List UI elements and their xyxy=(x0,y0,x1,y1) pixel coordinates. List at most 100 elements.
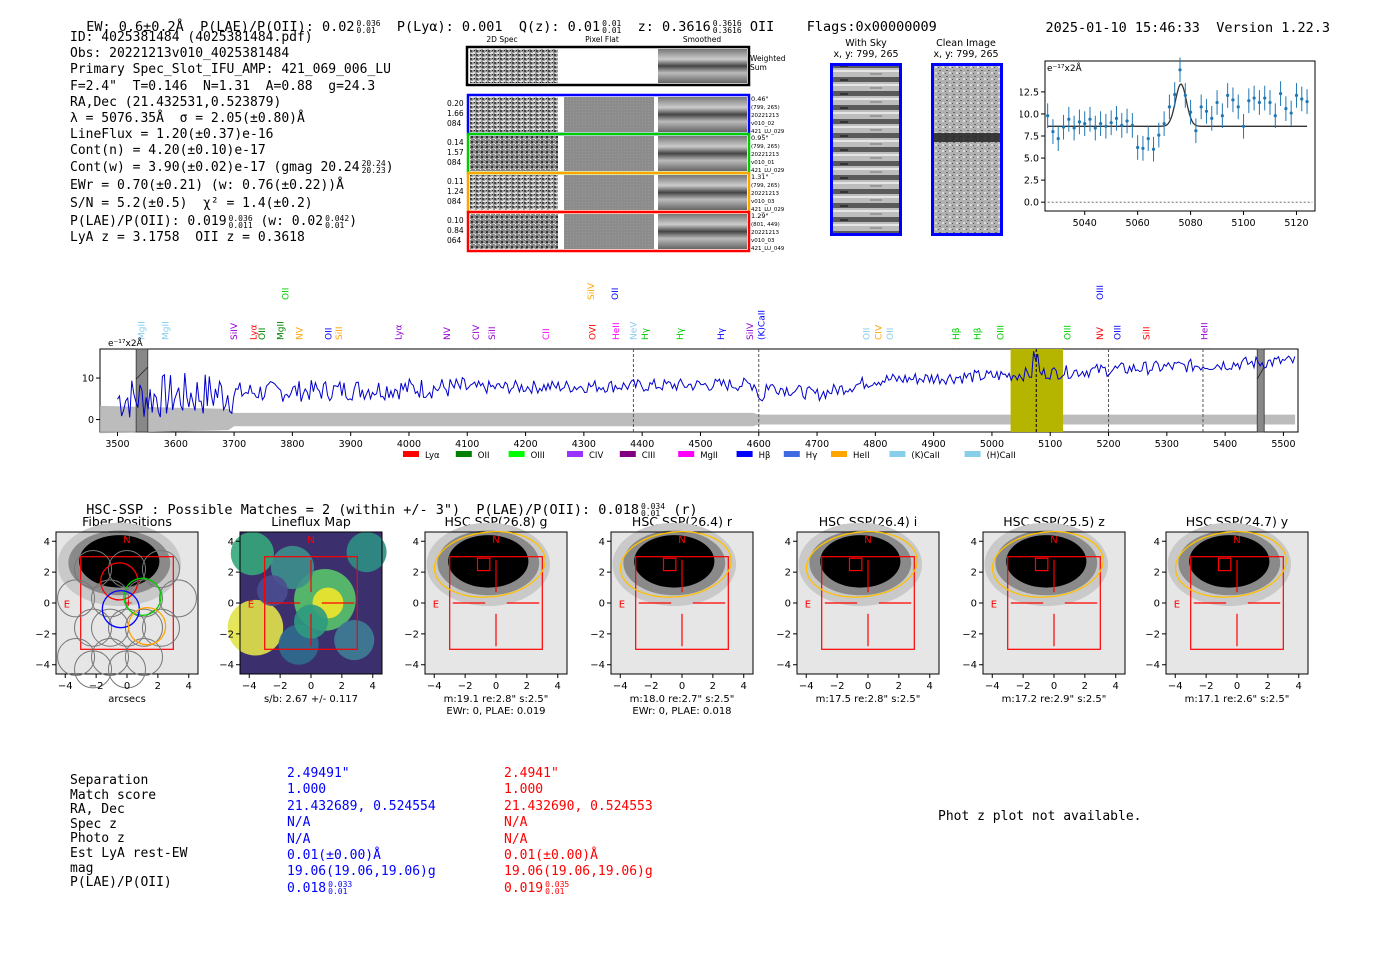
row-left-label: 1.57 xyxy=(447,148,464,157)
match-ellipse xyxy=(991,531,1104,598)
panel-ytick-label: −4 xyxy=(35,660,50,671)
line-label-text: Hγ xyxy=(717,327,727,340)
row-left-label: 084 xyxy=(447,119,462,128)
north-label: N xyxy=(678,535,685,546)
plae-w-lo: 0.01 xyxy=(325,220,345,230)
panel-xtick-label: −4 xyxy=(242,681,257,692)
fiber-circle xyxy=(158,579,197,618)
fiber-circle xyxy=(57,579,96,618)
spectrum-xtick-label: 4300 xyxy=(572,439,596,450)
galaxy-core xyxy=(1189,535,1270,588)
line-label-text: OIII xyxy=(997,325,1007,340)
match-value: 2.49491" xyxy=(287,766,507,782)
row-right-label: (801, 449) xyxy=(751,222,780,228)
weighted-sum-label: Weighted xyxy=(750,54,786,63)
with-sky-panel: With Sky x, y: 799, 265 xyxy=(820,38,912,60)
line-label-text: CIV xyxy=(472,324,482,340)
match-value-text: 19.06(19.06,19.06)g xyxy=(504,864,653,880)
galaxy-core xyxy=(820,535,901,588)
aperture-box xyxy=(264,556,358,650)
match-value: 0.01(±0.00)Å xyxy=(504,848,724,864)
zoom-spectrum-chart: e⁻¹⁷x2Å 0.0 2.5 5.0 7.5 10.0 12.5 5040 5060 5080 5… xyxy=(1020,57,1316,229)
fiber-circle xyxy=(74,550,113,589)
legend-label: Lyα xyxy=(425,451,440,461)
match-value: 19.06(19.06,19.06)g xyxy=(504,864,724,880)
galaxy-core xyxy=(448,535,529,588)
match-value: 21.432689, 0.524554 xyxy=(287,799,507,815)
match-value-text: N/A xyxy=(287,815,311,831)
east-label: E xyxy=(619,600,625,611)
match-value-text: 21.432690, 0.524553 xyxy=(504,798,653,814)
aperture-box xyxy=(1007,556,1101,650)
header-qz-lo: 0.01 xyxy=(602,26,622,35)
header-flags: Flags:0x00000009 xyxy=(806,19,937,35)
with-sky-title: With Sky xyxy=(845,38,887,49)
galaxy-core xyxy=(1006,535,1087,588)
panel-ytick-label: 0 xyxy=(971,599,977,610)
line-label-OII: OII xyxy=(611,288,621,300)
fiber-circle xyxy=(107,608,147,647)
header-plae: P(LAE)/P(OII): 0.02 xyxy=(200,19,355,35)
panel-ytick-label: −2 xyxy=(1145,629,1160,640)
zoom-data-point xyxy=(1098,122,1103,126)
zoom-data-point xyxy=(1093,126,1097,130)
match-col2: 2.4941" 1.000 21.432690, 0.524553 N/A N/A 0.0… xyxy=(504,766,724,897)
row-right-label: v010_03 xyxy=(751,199,775,205)
lineflux-blob xyxy=(227,599,284,656)
match-marker xyxy=(476,557,491,572)
panel-ytick-label: 4 xyxy=(1154,537,1160,548)
zoom-data-point xyxy=(1183,93,1187,98)
zoom-data-point xyxy=(1157,133,1161,137)
line-label-OIII: OIII xyxy=(1096,285,1106,300)
zoom-data-point xyxy=(1284,107,1288,111)
row-right-label: v010_02 xyxy=(751,121,775,127)
row-right-label: 20221213 xyxy=(751,152,779,158)
spectrum-xtick-label: 5500 xyxy=(1271,439,1295,450)
spectrum-xtick-label: 5000 xyxy=(980,439,1004,450)
row-right-label: 1.29" xyxy=(751,212,768,220)
plae-lo: 0.011 xyxy=(228,220,253,230)
spectrum-xtick-label: 4800 xyxy=(863,439,887,450)
spectrum-xtick-label: 5300 xyxy=(1155,439,1179,450)
image-panel-1: Lineflux Map N E −4 −4 −2 −2 0 0 2 2 4 4 s/b: 2.67 +/… xyxy=(219,514,387,705)
hsc-summary-hi: 0.034 xyxy=(640,502,666,511)
info-line-7: Cont(n) = 4.20(±0.10)e-17 xyxy=(70,143,266,159)
panel-ytick-label: −4 xyxy=(590,660,605,671)
row-right-label: 20221213 xyxy=(751,113,779,119)
zoom-data-point xyxy=(1241,124,1246,128)
panel-ytick-label: −2 xyxy=(962,629,977,640)
panel-xtick-label: 2 xyxy=(524,681,530,692)
row-left-label: 0.20 xyxy=(447,99,464,108)
zoom-data-point xyxy=(1114,116,1119,120)
zoom-data-point xyxy=(1215,100,1219,105)
aperture-box xyxy=(1190,556,1284,650)
info-line-3: F=2.4" T=0.146 N=1.31 A=0.88 g=24.3 xyxy=(70,78,376,94)
panel-xtick-label: 0 xyxy=(865,681,871,692)
match-value-text: 0.018 xyxy=(287,880,327,896)
line-label-text: Lyα xyxy=(394,324,404,340)
panel-ytick-label: −4 xyxy=(219,660,234,671)
line-label-text: HeII xyxy=(612,322,622,340)
match-label: Spec z xyxy=(70,816,117,832)
panel-xtick-label: 2 xyxy=(710,681,716,692)
line-label-text: NV xyxy=(295,326,305,340)
with-sky-image xyxy=(830,63,902,236)
row-left-label: 0.10 xyxy=(447,216,464,225)
info-ewr: EWr = 0.70(±0.21) (w: 0.76(±0.22))Å xyxy=(70,177,344,193)
panel-xtick-label: 2 xyxy=(1082,681,1088,692)
legend-label: OII xyxy=(478,451,490,461)
zoom-data-point xyxy=(1167,105,1172,109)
panel-ytick-label: −2 xyxy=(776,629,791,640)
zoom-data-point xyxy=(1061,125,1066,129)
panel-xtick-label: 0 xyxy=(679,681,685,692)
legend-swatch xyxy=(889,451,906,457)
panel-xtick-label: 0 xyxy=(1234,681,1240,692)
match-label: mag xyxy=(70,860,94,876)
hsc-summary-text: HSC-SSP : Possible Matches = 2 (within +… xyxy=(86,502,639,518)
panel-xtick-label: −4 xyxy=(427,681,442,692)
north-label: N xyxy=(123,535,130,546)
